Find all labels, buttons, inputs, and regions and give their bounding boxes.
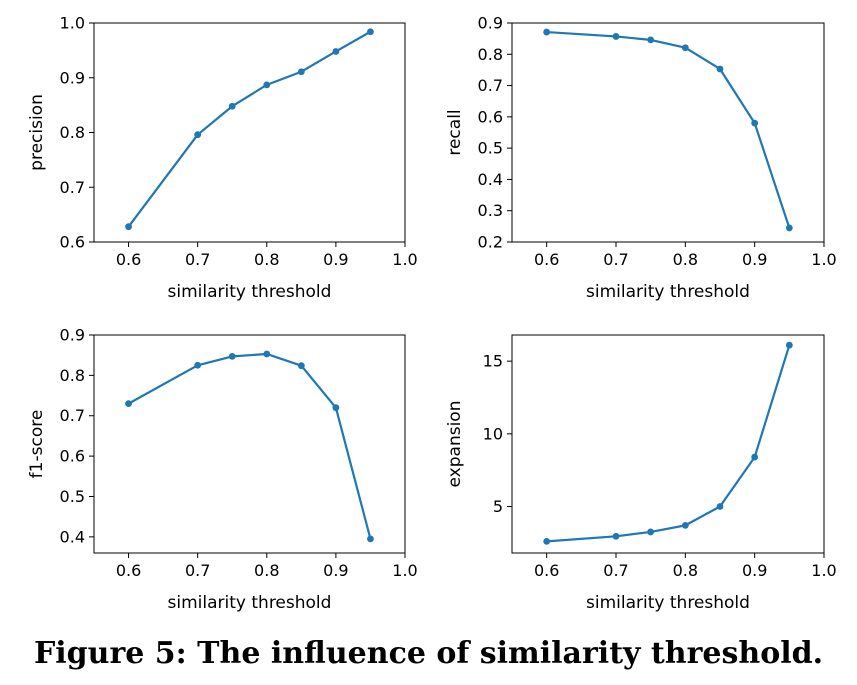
x-tick-label: 1.0 [811, 250, 836, 269]
y-axis-label: f1-score [27, 410, 47, 479]
chart-panel-f1-score: 0.6 0.7 0.8 0.9 1.0 0.4 0.5 0.6 0.7 0.8 0.9 similar… [27, 326, 418, 614]
y-axis-label: expansion [445, 401, 465, 488]
x-axis-label: similarity threshold [586, 593, 750, 613]
y-axis-label: precision [27, 94, 47, 171]
x-tick-label: 1.0 [392, 250, 417, 269]
data-point [612, 33, 620, 40]
y-tick-label: 0.7 [478, 76, 503, 95]
data-point [681, 44, 689, 52]
series-line-precision [127, 30, 372, 228]
data-point [125, 400, 132, 408]
x-axis-label: similarity threshold [168, 282, 332, 302]
data-point [543, 28, 551, 36]
x-axis-label: similarity threshold [586, 282, 750, 302]
y-tick-label: 0.7 [60, 178, 85, 197]
x-tick-label: 0.6 [116, 561, 141, 580]
x-tick-label: 0.7 [603, 561, 628, 580]
x-tick-label: 0.9 [323, 561, 348, 580]
y-tick-label: 0.9 [60, 68, 85, 87]
data-point [612, 532, 620, 540]
x-tick-label: 0.7 [185, 250, 210, 269]
x-tick-label: 1.0 [392, 561, 417, 580]
y-tick-label: 0.6 [60, 447, 85, 466]
y-tick-label: 0.8 [60, 366, 85, 385]
data-point [297, 68, 305, 76]
figure-caption: Figure 5: The influence of similarity th… [33, 636, 824, 671]
y-tick-label: 0.3 [478, 201, 503, 220]
x-tick-label: 0.7 [603, 250, 628, 269]
data-point [228, 352, 236, 360]
y-tick-label: 0.9 [478, 14, 503, 33]
y-tick-label: 0.4 [478, 170, 503, 189]
y-tick-label: 0.5 [478, 139, 503, 158]
data-point [647, 528, 655, 536]
data-point [647, 36, 655, 44]
chart-panel-recall: 0.6 0.7 0.8 0.9 1.0 0.2 0.3 0.4 0.5 0.6 0.7 0.8 0.9 s… [445, 14, 837, 303]
y-tick-label: 0.8 [60, 123, 85, 142]
data-point [125, 223, 132, 231]
data-point [716, 503, 724, 510]
plot-frame [93, 334, 406, 554]
x-tick-label: 0.6 [534, 250, 559, 269]
x-tick-label: 0.8 [254, 561, 279, 580]
data-point [297, 362, 305, 370]
data-point [751, 453, 759, 461]
x-tick-label: 1.0 [811, 561, 836, 580]
data-point [785, 224, 793, 232]
x-tick-label: 0.9 [323, 250, 348, 269]
x-tick-label: 0.7 [185, 561, 210, 580]
y-tick-label: 0.6 [478, 107, 503, 126]
data-point [194, 361, 202, 369]
x-tick-label: 0.6 [534, 561, 559, 580]
chart-panel-precision: 0.6 0.7 0.8 0.9 1.0 0.6 0.7 0.8 0.9 1.0 similarity… [27, 14, 418, 303]
data-point [543, 537, 551, 545]
y-tick-label: 0.6 [60, 233, 85, 252]
x-axis-label: similarity threshold [168, 593, 332, 613]
data-point [367, 28, 374, 36]
series-line-f1-score [127, 352, 372, 540]
x-tick-label: 0.9 [742, 250, 767, 269]
data-point [263, 350, 271, 358]
y-tick-label: 0.8 [478, 45, 503, 64]
y-tick-label: 0.9 [60, 326, 85, 345]
plot-frame [511, 22, 825, 243]
series-line-expansion [545, 344, 791, 543]
data-point [785, 341, 793, 349]
y-tick-label: 1.0 [60, 14, 85, 33]
y-tick-label: 0.2 [478, 233, 503, 252]
chart-panel-expansion: 0.6 0.7 0.8 0.9 1.0 5 10 15 similarity threshold… [445, 334, 837, 613]
data-point [228, 102, 236, 110]
data-point [332, 404, 340, 412]
y-axis-label: recall [445, 109, 465, 155]
x-tick-label: 0.9 [742, 561, 767, 580]
x-tick-label: 0.8 [673, 250, 698, 269]
y-tick-label: 10 [483, 424, 503, 443]
x-tick-label: 0.6 [116, 250, 141, 269]
data-point [681, 521, 689, 529]
data-point [332, 48, 340, 55]
x-tick-label: 0.8 [673, 561, 698, 580]
data-point [194, 131, 202, 139]
data-point [751, 119, 759, 127]
y-tick-label: 0.5 [60, 487, 85, 506]
x-tick-label: 0.8 [254, 250, 279, 269]
data-point [716, 65, 724, 73]
y-tick-label: 0.4 [60, 527, 85, 546]
y-tick-label: 15 [483, 352, 503, 371]
y-tick-label: 0.7 [60, 406, 85, 425]
y-tick-label: 5 [493, 497, 503, 516]
data-point [367, 535, 374, 543]
plot-frame [511, 334, 825, 554]
data-point [263, 81, 271, 89]
series-line-recall [545, 30, 791, 230]
